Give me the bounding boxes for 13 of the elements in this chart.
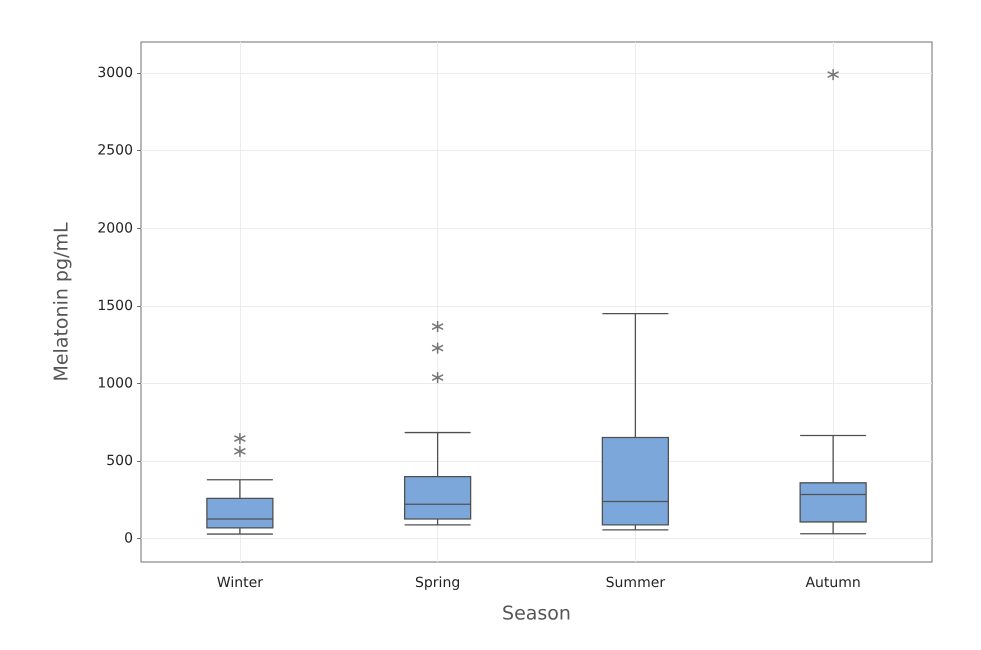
y-tick-label: 2500 (97, 142, 133, 159)
x-tick-label: Autumn (805, 575, 861, 591)
y-axis-title: Melatonin pg/mL (50, 222, 72, 382)
y-tick-label: 500 (106, 453, 133, 470)
y-tick-label: 3000 (97, 65, 133, 82)
y-tick-label: 0 (124, 530, 133, 547)
y-tick-label: 1000 (97, 375, 133, 392)
x-tick-label: Winter (216, 575, 264, 591)
y-tick-label: 2000 (97, 220, 133, 236)
x-tick-label: Summer (606, 575, 666, 591)
x-axis-title: Season (502, 602, 571, 624)
y-tick-label: 1500 (97, 298, 133, 314)
x-tick-label: Spring (415, 575, 460, 591)
